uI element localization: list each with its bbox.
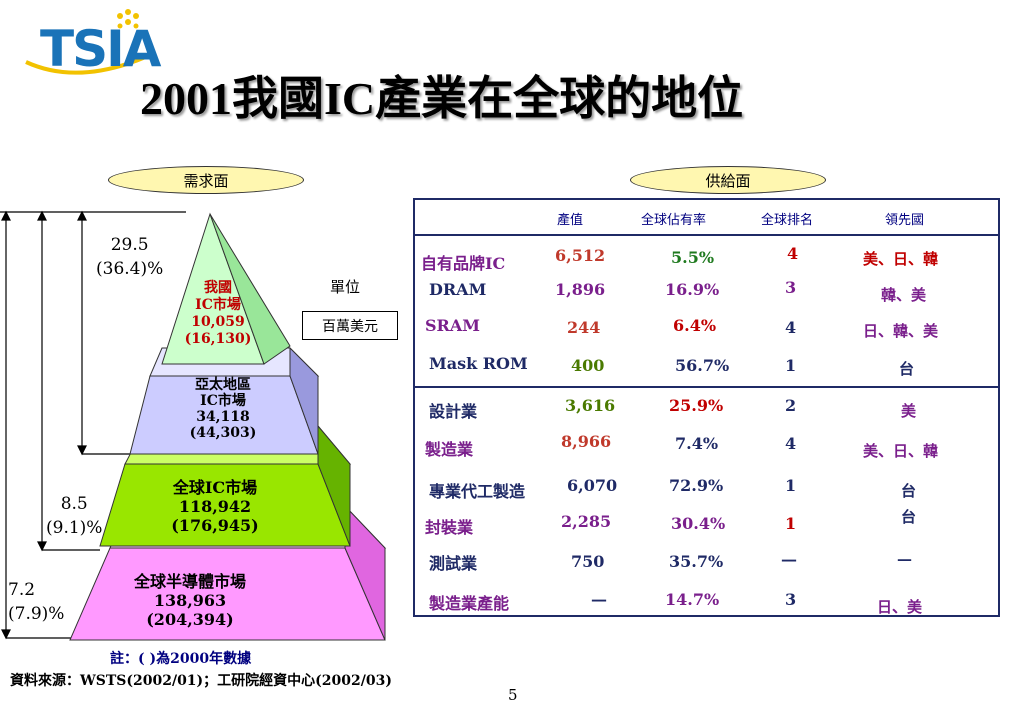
header-divider: [415, 234, 998, 236]
tsia-logo: TSIA: [18, 4, 188, 84]
row-7-value: 2,285: [561, 512, 612, 531]
row-9-rank: 3: [785, 590, 797, 609]
tier2-text: 亞太地區 IC市場 34,118 (44,303): [168, 377, 278, 441]
page-number: 5: [508, 686, 518, 704]
tier1-text: 我國 IC市場 10,059 (16,130): [178, 280, 258, 348]
row-8-leader: —: [897, 550, 912, 568]
row-9-leader: 日、美: [877, 598, 923, 616]
row-0-value: 6,512: [555, 246, 606, 265]
row-5-rank: 4: [785, 434, 797, 453]
supply-table: 產值 全球佔有率 全球排名 領先國 自有品牌IC 6,512 5.5% 4 美、…: [413, 198, 1000, 617]
row-8-share: 35.7%: [669, 552, 724, 571]
row-0-leader: 美、日、韓: [863, 250, 939, 268]
row-3-leader: 台: [899, 360, 915, 378]
row-1-leader: 韓、美: [881, 286, 927, 304]
tier1-line4: (16,130): [184, 331, 252, 347]
tier1-line3: 10,059: [191, 314, 245, 330]
header-share: 全球佔有率: [641, 213, 707, 228]
tier3-line1: 全球IC市場: [172, 478, 258, 497]
logo-graphic: [25, 9, 149, 75]
row-4-rank: 2: [785, 396, 797, 415]
row-2-share: 6.4%: [673, 316, 717, 335]
tier4-line2: 138,963: [153, 591, 227, 610]
supply-side-label: 供給面: [630, 166, 826, 194]
row-7-rank: 1: [785, 514, 797, 533]
header-value: 產值: [557, 213, 584, 228]
row-7-leader: 台: [901, 508, 917, 526]
footnote: 註：( )為2000年數據: [110, 651, 252, 667]
side2-pct: (9.1)%: [46, 518, 103, 538]
tier1-line1: 我國: [204, 280, 232, 296]
tier2-line2: IC市場: [200, 393, 246, 409]
side1-pct: (36.4)%: [96, 259, 164, 279]
row-3-value: 400: [571, 356, 605, 375]
row-2-value: 244: [567, 318, 601, 337]
row-1-share: 16.9%: [665, 280, 720, 299]
page-title: 2001我國IC產業在全球的地位: [140, 73, 744, 124]
logo-text: TSIA: [40, 20, 161, 78]
row-5-share: 7.4%: [675, 434, 719, 453]
row-7-name: 封裝業: [425, 518, 474, 537]
scale-arrows: [0, 210, 186, 640]
tier2-line1: 亞太地區: [195, 377, 251, 393]
tier2-line3: 34,118: [196, 409, 250, 425]
market-pyramid: [0, 210, 387, 641]
row-1-value: 1,896: [555, 280, 606, 299]
row-0-name: 自有品牌IC: [421, 254, 506, 273]
tier2-line4: (44,303): [189, 425, 257, 441]
header-rank: 全球排名: [761, 213, 814, 228]
row-3-share: 56.7%: [675, 356, 730, 375]
row-6-share: 72.9%: [669, 476, 724, 495]
unit-label: 單位: [330, 278, 361, 296]
row-3-rank: 1: [785, 356, 797, 375]
tier3-line3: (176,945): [171, 516, 259, 535]
side-value-1: 29.5 (36.4)%: [96, 233, 163, 281]
row-2-leader: 日、韓、美: [863, 322, 939, 340]
row-2-name: SRAM: [425, 316, 480, 335]
row-5-leader: 美、日、韓: [863, 442, 939, 460]
row-4-name: 設計業: [429, 402, 478, 421]
side-value-2: 8.5 (9.1)%: [46, 492, 102, 540]
row-6-name: 專業代工製造: [429, 482, 526, 501]
row-5-value: 8,966: [561, 432, 612, 451]
row-9-name: 製造業產能: [429, 594, 510, 613]
side3-value: 7.2: [8, 580, 36, 600]
row-0-share: 5.5%: [671, 248, 715, 267]
section-divider: [415, 386, 998, 388]
tier4-line1: 全球半導體市場: [133, 572, 246, 591]
demand-side-label: 需求面: [108, 166, 304, 194]
tier4-text: 全球半導體市場 138,963 (204,394): [110, 572, 270, 629]
side2-value: 8.5: [60, 494, 88, 514]
header-leader: 領先國: [885, 213, 925, 228]
unit-box: 百萬美元: [302, 311, 398, 340]
row-6-rank: 1: [785, 476, 797, 495]
row-0-rank: 4: [787, 244, 799, 263]
tier3-line2: 118,942: [178, 497, 252, 516]
row-1-name: DRAM: [429, 280, 487, 299]
row-8-value: 750: [571, 552, 605, 571]
row-7-share: 30.4%: [671, 514, 726, 533]
tier1-block: [161, 212, 291, 365]
row-4-value: 3,616: [565, 396, 616, 415]
row-5-name: 製造業: [425, 440, 474, 459]
tier1-line2: IC市場: [195, 297, 241, 313]
tier3-text: 全球IC市場 118,942 (176,945): [145, 478, 285, 535]
tier4-line3: (204,394): [146, 610, 234, 629]
row-1-rank: 3: [785, 278, 797, 297]
row-6-leader: 台: [901, 482, 917, 500]
row-9-value: —: [591, 590, 607, 609]
row-8-rank: —: [781, 550, 797, 569]
side3-pct: (7.9)%: [8, 604, 65, 624]
row-6-value: 6,070: [567, 476, 618, 495]
side1-value: 29.5: [110, 235, 149, 255]
row-4-leader: 美: [901, 402, 917, 420]
data-source: 資料來源：WSTS(2002/01)；工研院經資中心(2002/03): [10, 673, 392, 689]
row-4-share: 25.9%: [669, 396, 724, 415]
row-8-name: 測試業: [429, 554, 478, 573]
row-2-rank: 4: [785, 318, 797, 337]
side-value-3: 7.2 (7.9)%: [8, 578, 64, 626]
row-9-share: 14.7%: [665, 590, 720, 609]
row-3-name: Mask ROM: [429, 354, 528, 373]
